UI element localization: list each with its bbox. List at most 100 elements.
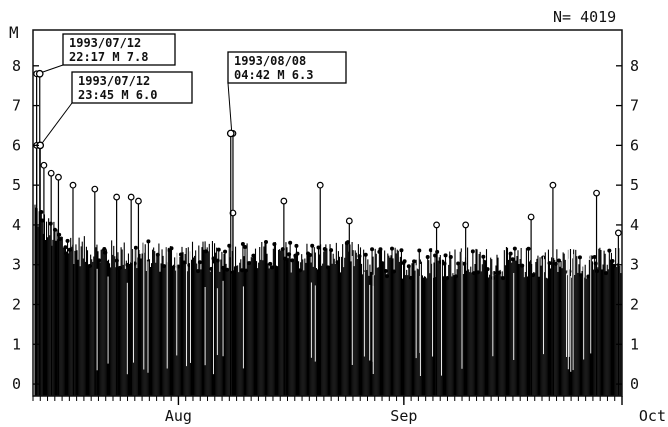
plot-frame	[32, 29, 623, 397]
background-point	[268, 261, 273, 266]
event-point	[55, 173, 62, 181]
background-point	[417, 248, 422, 253]
event-point	[462, 221, 470, 229]
background-point	[240, 242, 245, 247]
background-point	[295, 251, 300, 256]
background-point	[448, 254, 453, 259]
y-tick-label-right: 3	[630, 256, 639, 274]
y-tick-label-right: 7	[630, 97, 639, 115]
event-point	[47, 169, 55, 177]
background-point	[556, 258, 561, 263]
event-point	[614, 229, 622, 237]
y-tick-label-left: 5	[12, 176, 21, 194]
background-point	[264, 240, 268, 245]
event-point	[345, 217, 353, 225]
background-point	[592, 254, 597, 259]
background-point	[378, 247, 383, 252]
annotation-leader	[227, 82, 233, 133]
y-tick-label-left: 7	[12, 97, 21, 115]
background-point	[223, 249, 228, 254]
event-point	[69, 181, 77, 189]
event-point	[127, 193, 135, 201]
y-tick-label-left: 8	[12, 57, 21, 75]
background-point	[610, 259, 615, 264]
background-point	[197, 260, 202, 265]
y-tick-label-right: 1	[630, 335, 639, 353]
y-tick-label-left: 1	[12, 335, 21, 353]
background-point	[310, 243, 315, 248]
x-tick-label: Aug	[165, 407, 192, 425]
y-tick-label-left: 4	[12, 216, 21, 234]
event-point	[593, 189, 600, 197]
x-tick-label: Sep	[390, 407, 417, 425]
y-tick-label-right: 6	[630, 136, 639, 154]
annotation-time-magnitude: 04:42 M 6.3	[234, 68, 313, 82]
background-point	[425, 255, 430, 260]
background-point	[243, 245, 247, 250]
background-point	[363, 252, 368, 257]
background-point	[308, 253, 313, 258]
axis-ticks: 0 0 1 1 2 2 3 3 4 4 5 5 6 6 7 7 8 8 Aug Sep Oct	[12, 57, 666, 425]
background-point	[288, 240, 293, 245]
background-point	[329, 248, 334, 253]
annotation-date: 1993/07/12	[69, 36, 141, 50]
y-tick-label-left: 2	[12, 296, 21, 314]
background-point	[383, 269, 388, 274]
background-point	[399, 248, 404, 253]
event-point	[433, 221, 440, 229]
background-point	[547, 261, 552, 266]
background-stems	[34, 204, 622, 396]
background-point	[428, 248, 433, 253]
background-point	[316, 245, 321, 250]
y-tick-label-left: 3	[12, 256, 21, 274]
background-point	[57, 232, 62, 237]
background-point	[470, 249, 475, 254]
y-tick-label-right: 8	[630, 57, 639, 75]
background-point	[402, 259, 407, 264]
background-point	[485, 267, 490, 272]
event-point	[527, 213, 535, 221]
notable-event-stems	[33, 70, 622, 396]
event-point	[113, 193, 121, 201]
annotation-time-magnitude: 22:17 M 7.8	[69, 50, 148, 64]
y-tick-label-right: 2	[630, 296, 639, 314]
background-point	[510, 257, 515, 262]
x-tick-label: Oct	[639, 407, 666, 425]
event-point	[135, 197, 142, 205]
background-point	[63, 245, 68, 250]
background-point	[508, 251, 513, 256]
background-point	[216, 247, 221, 252]
background-point	[512, 246, 517, 251]
background-point	[52, 227, 57, 232]
background-point	[370, 247, 375, 252]
event-point	[316, 181, 324, 189]
background-point	[65, 238, 70, 243]
y-tick-label-right: 5	[630, 176, 639, 194]
annotation-time-magnitude: 23:45 M 6.0	[78, 88, 157, 102]
background-point	[97, 258, 102, 263]
background-point	[412, 259, 417, 264]
annotation-date: 1993/08/08	[234, 54, 306, 68]
y-tick-label-left: 0	[12, 375, 21, 393]
background-point	[390, 246, 394, 251]
annotation-box	[62, 33, 176, 66]
background-point	[133, 245, 138, 250]
event-point	[549, 181, 557, 189]
background-point	[169, 246, 174, 251]
event-point	[40, 161, 48, 169]
annotation-leader	[40, 64, 64, 74]
annotated-event-point	[35, 69, 44, 78]
annotation-leader	[40, 102, 73, 145]
y-tick-label-left: 6	[12, 136, 21, 154]
background-point	[481, 254, 486, 259]
event-point	[91, 185, 99, 193]
background-point	[294, 243, 299, 248]
background-point	[526, 246, 531, 251]
event-count-label: N= 4019	[553, 8, 616, 26]
y-tick-label-right: 0	[630, 375, 639, 393]
annotation-date: 1993/07/12	[78, 74, 150, 88]
y-axis-label: M	[9, 23, 19, 42]
annotated-event-point	[226, 129, 235, 138]
